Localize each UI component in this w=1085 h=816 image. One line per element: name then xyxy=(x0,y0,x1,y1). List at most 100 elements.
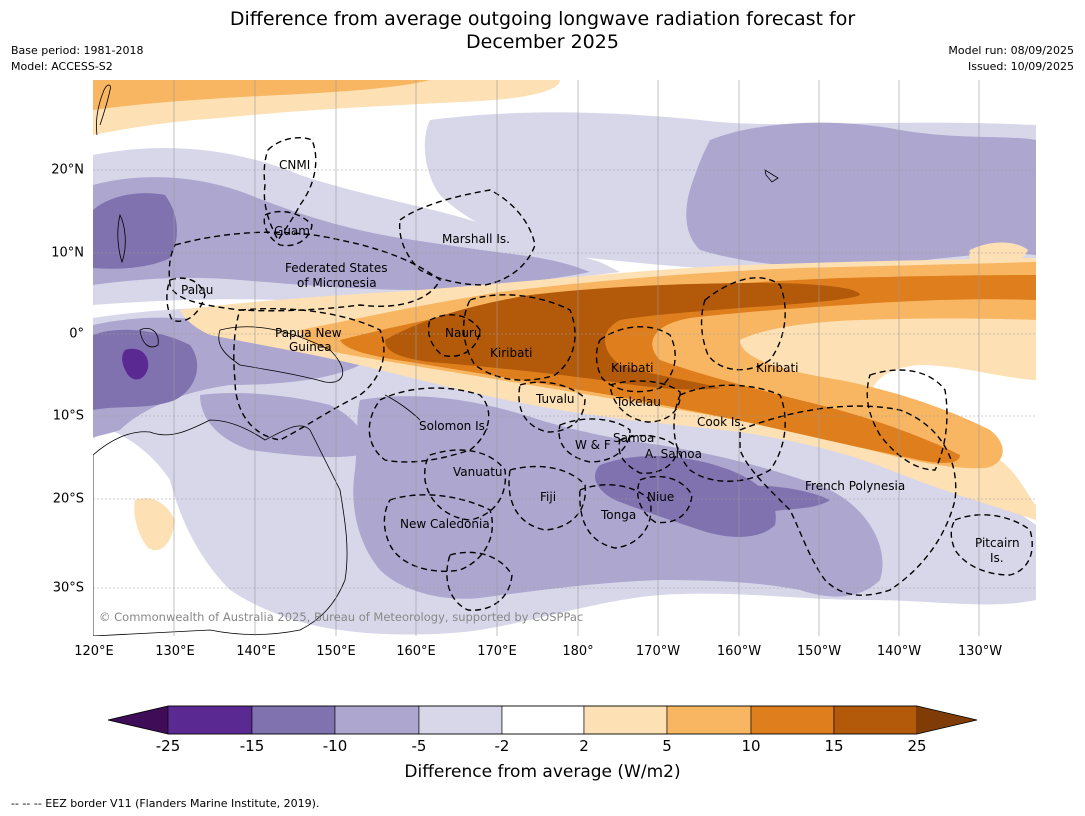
label-pitcairn-line2: Is. xyxy=(990,551,1004,565)
title-line-2: December 2025 xyxy=(466,31,619,53)
label-fsm-line1: Federated States xyxy=(285,261,388,275)
eez-norfolk xyxy=(446,551,513,611)
colorbar-swatch-7 xyxy=(666,705,752,735)
colorbar-swatch-3 xyxy=(334,705,420,735)
label-niue: Niue xyxy=(647,490,675,504)
colorbar xyxy=(107,705,978,735)
label-wallis-futuna: W & F xyxy=(575,438,611,452)
colorbar-label: 2 xyxy=(579,737,589,755)
eez-palau xyxy=(166,277,206,322)
coastline-australia xyxy=(93,419,348,636)
colorbar-label: -15 xyxy=(239,737,265,755)
colorbar-label: -25 xyxy=(155,737,181,755)
coastlines xyxy=(93,84,779,636)
label-french-polynesia: French Polynesia xyxy=(805,479,906,493)
label-tokelau: Tokelau xyxy=(616,395,661,409)
colorbar-swatch-1 xyxy=(167,705,253,735)
eez-tuvalu xyxy=(518,381,586,433)
eez-marquesas xyxy=(866,369,948,471)
label-new-caledonia: New Caledonia xyxy=(400,517,490,531)
label-solomon-islands: Solomon Is. xyxy=(419,419,489,433)
anomaly-band-brown xyxy=(385,283,860,390)
eez-american-samoa xyxy=(618,434,679,474)
eez-cnmi xyxy=(263,137,317,242)
colorbar-label: -5 xyxy=(411,737,427,755)
label-marshall-islands: Marshall Is. xyxy=(442,232,510,246)
y-tick-label: 20°N xyxy=(51,162,84,178)
colorbar-swatch-4 xyxy=(418,705,503,735)
colorbar-extend-low xyxy=(108,706,168,734)
label-pitcairn-line1: Pitcairn xyxy=(975,536,1020,550)
colorbar-label: 10 xyxy=(741,737,761,755)
model-run: Model run: 08/09/2025 xyxy=(948,44,1074,57)
y-tick-label: 20°S xyxy=(52,491,84,507)
eez-niue xyxy=(637,475,693,524)
x-tick-label: 170°E xyxy=(477,644,517,659)
colorbar-swatch-5 xyxy=(501,705,585,735)
label-vanuatu: Vanuatu xyxy=(453,465,503,479)
label-kiribati-central: Kiribati xyxy=(611,361,654,375)
coastline-hawaii xyxy=(764,169,779,183)
eez-kiribati-east xyxy=(700,277,786,371)
label-png-line2: Guinea xyxy=(289,340,332,354)
anomaly-band-deep-purple xyxy=(122,348,149,380)
colorbar-extend-high xyxy=(917,706,977,734)
colorbar-swatch-8 xyxy=(750,705,835,735)
eez-fiji xyxy=(508,465,587,531)
eez-solomons xyxy=(368,387,490,463)
eez-new-caledonia xyxy=(383,494,494,572)
x-tick-label: 150°W xyxy=(796,644,842,659)
colorbar-label: -2 xyxy=(494,737,510,755)
eez-guam xyxy=(263,210,313,247)
label-palau: Palau xyxy=(181,283,214,297)
eez-tokelau xyxy=(609,380,681,423)
x-tick-label: 160°E xyxy=(396,644,436,659)
coastline-borneo xyxy=(139,328,159,348)
eez-french-polynesia xyxy=(739,405,957,596)
label-kiribati-east: Kiribati xyxy=(756,361,799,375)
x-tick-label: 180° xyxy=(562,644,594,659)
y-tick-label: 0° xyxy=(69,326,84,342)
eez-nauru xyxy=(427,314,481,357)
eez-cook xyxy=(673,384,786,482)
map-field xyxy=(93,80,1036,636)
chart-title: Difference from average outgoing longwav… xyxy=(0,8,1085,54)
model-name: Model: ACCESS-S2 xyxy=(11,60,113,73)
eez-footnote: -- -- -- EEZ border V11 (Flanders Marine… xyxy=(11,797,320,810)
title-line-1: Difference from average outgoing longwav… xyxy=(229,8,856,30)
colorbar-label: 15 xyxy=(824,737,844,755)
label-cnmi: CNMI xyxy=(279,158,311,172)
eez-kiribati-west xyxy=(462,294,576,381)
colorbar-label: 25 xyxy=(907,737,927,755)
eez-png xyxy=(233,308,385,441)
label-american-samoa: A. Samoa xyxy=(645,447,702,461)
eez-pitcairn xyxy=(950,514,1033,576)
eez-tonga xyxy=(579,484,652,549)
colorbar-title: Difference from average (W/m2) xyxy=(404,762,681,782)
colorbar-label: -10 xyxy=(322,737,348,755)
coastline-philippines xyxy=(117,213,126,264)
x-tick-label: 170°W xyxy=(635,644,681,659)
label-fiji: Fiji xyxy=(540,490,557,504)
x-tick-label: 160°W xyxy=(716,644,762,659)
eez-kiribati-central xyxy=(595,326,676,393)
label-fsm-line2: of Micronesia xyxy=(297,276,377,290)
coastline-solomons xyxy=(384,394,421,421)
label-tuvalu: Tuvalu xyxy=(536,392,575,406)
graticule xyxy=(93,80,1036,636)
label-cook-islands: Cook Is. xyxy=(697,415,745,429)
eez-marshall xyxy=(398,189,536,286)
x-tick-label: 140°W xyxy=(876,644,922,659)
base-period: Base period: 1981-2018 xyxy=(11,44,144,57)
label-tonga: Tonga xyxy=(601,508,637,522)
label-guam: Guam xyxy=(274,224,310,238)
meta-right: Model run: 08/09/2025 Issued: 10/09/2025 xyxy=(948,43,1074,75)
meta-left: Base period: 1981-2018 Model: ACCESS-S2 xyxy=(11,43,143,75)
x-tick-label: 120°E xyxy=(74,644,114,659)
x-tick-label: 150°E xyxy=(316,644,356,659)
colorbar-swatch-2 xyxy=(251,705,336,735)
colorbar-label: 5 xyxy=(662,737,672,755)
colorbar-outline xyxy=(107,705,978,735)
x-tick-label: 130°W xyxy=(957,644,1003,659)
